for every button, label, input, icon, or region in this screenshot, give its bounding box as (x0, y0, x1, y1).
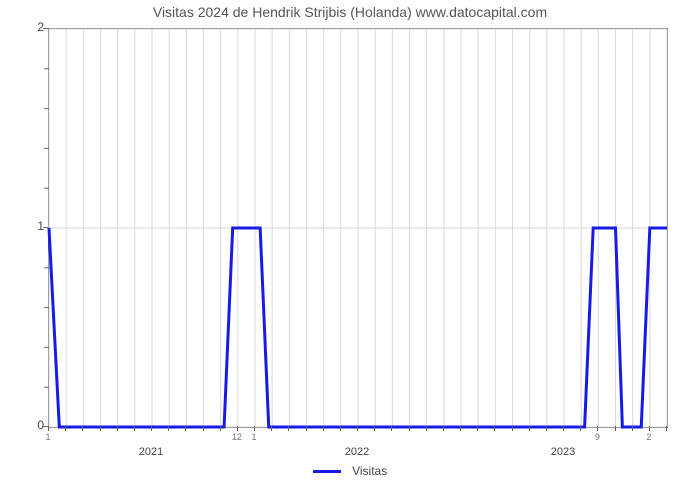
x-tick-mark (512, 426, 513, 431)
x-tick-mark (220, 426, 221, 431)
y-tick-label: 1 (4, 219, 44, 233)
x-tick-mark (185, 426, 186, 431)
y-tick-mark (43, 28, 48, 29)
x-tick-mark (357, 426, 358, 431)
x-tick-mark (391, 426, 392, 431)
y-tick-label: 0 (4, 418, 44, 432)
x-year-label: 2022 (345, 446, 369, 458)
x-month-label: 1 (45, 432, 50, 442)
chart-title: Visitas 2024 de Hendrik Strijbis (Holand… (0, 4, 700, 20)
x-tick-mark (426, 426, 427, 431)
x-tick-mark (529, 426, 530, 431)
x-tick-mark (409, 426, 410, 431)
x-year-label: 2021 (139, 446, 163, 458)
x-tick-mark (632, 426, 633, 431)
x-month-label: 12 (232, 432, 242, 442)
gridlines (49, 29, 667, 427)
x-tick-mark (666, 426, 667, 431)
legend: Visitas (0, 464, 700, 478)
x-tick-mark (168, 426, 169, 431)
x-tick-mark (203, 426, 204, 431)
x-tick-mark (323, 426, 324, 431)
chart-container: Visitas 2024 de Hendrik Strijbis (Holand… (0, 0, 700, 500)
x-tick-mark (306, 426, 307, 431)
x-tick-mark (254, 426, 255, 431)
x-tick-mark (563, 426, 564, 431)
x-year-label: 2023 (551, 446, 575, 458)
x-month-label: 2 (646, 432, 651, 442)
x-tick-mark (443, 426, 444, 431)
x-tick-mark (48, 426, 49, 431)
x-month-label: 9 (595, 432, 600, 442)
y-minor-ticks (44, 69, 49, 387)
x-tick-mark (649, 426, 650, 431)
x-tick-mark (374, 426, 375, 431)
x-tick-mark (477, 426, 478, 431)
x-tick-mark (237, 426, 238, 431)
x-tick-mark (580, 426, 581, 431)
x-tick-mark (271, 426, 272, 431)
x-tick-mark (494, 426, 495, 431)
x-tick-mark (460, 426, 461, 431)
x-tick-mark (117, 426, 118, 431)
x-month-label: 1 (251, 432, 256, 442)
x-tick-mark (82, 426, 83, 431)
x-tick-mark (65, 426, 66, 431)
x-tick-mark (100, 426, 101, 431)
y-tick-mark (43, 227, 48, 228)
x-tick-mark (134, 426, 135, 431)
plot-svg (49, 29, 667, 427)
x-tick-mark (151, 426, 152, 431)
x-tick-mark (288, 426, 289, 431)
x-tick-mark (597, 426, 598, 431)
x-tick-mark (340, 426, 341, 431)
plot-area (48, 28, 668, 428)
legend-label: Visitas (352, 464, 387, 478)
x-tick-mark (546, 426, 547, 431)
y-tick-label: 2 (4, 20, 44, 34)
x-tick-mark (615, 426, 616, 431)
legend-swatch (313, 470, 341, 473)
